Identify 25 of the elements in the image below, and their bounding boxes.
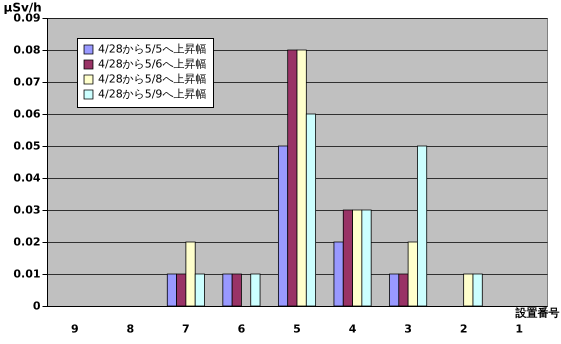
- y-tick-label: 0.06: [13, 108, 41, 120]
- y-tick-label: 0.02: [13, 236, 40, 248]
- y-tick-label: 0.07: [13, 76, 40, 88]
- x-tick-label: 6: [238, 322, 246, 336]
- legend-label: 4/28から5/5へ上昇幅: [98, 42, 206, 56]
- y-tick-label: 0.09: [13, 12, 40, 24]
- legend-label: 4/28から5/6へ上昇幅: [98, 58, 206, 70]
- legend-label: 4/28から5/9へ上昇幅: [98, 88, 206, 100]
- y-tick-label: 0.05: [13, 140, 40, 152]
- x-tick-label: 2: [460, 322, 468, 336]
- y-tick-label: 0.04: [13, 172, 41, 184]
- y-tick-label: 0: [32, 300, 41, 312]
- y-tick-label: 0.08: [13, 44, 40, 56]
- x-tick-label: 1: [515, 322, 524, 336]
- legend-label: 4/28から5/8へ上昇幅: [98, 72, 206, 86]
- x-tick-label: 4: [348, 322, 357, 336]
- x-axis-title: 設置番号: [514, 306, 560, 320]
- x-tick-label: 5: [293, 322, 301, 336]
- y-tick-label: 0.01: [13, 268, 40, 280]
- x-tick-label: 7: [182, 322, 190, 336]
- x-tick-label: 3: [404, 322, 412, 336]
- x-tick-label: 8: [126, 322, 134, 336]
- y-tick-label: 0.03: [13, 204, 40, 216]
- y-axis-title: μSv/h: [4, 0, 42, 14]
- x-tick-label: 9: [70, 322, 79, 336]
